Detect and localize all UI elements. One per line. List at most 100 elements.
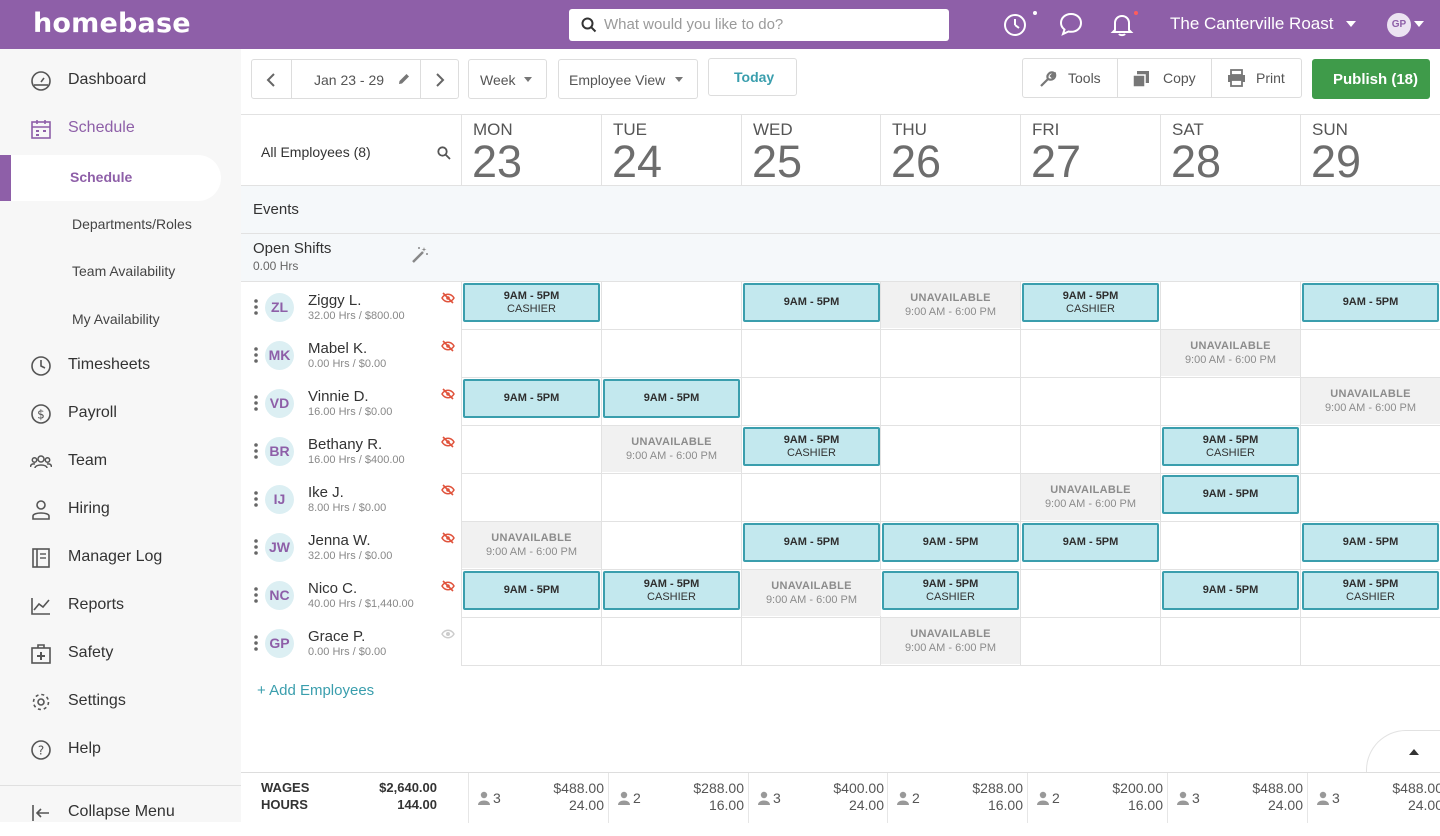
unavailable-block[interactable]: UNAVAILABLE 9:00 AM - 6:00 PM xyxy=(1021,474,1160,520)
today-button[interactable]: Today xyxy=(708,58,797,96)
sidebar-item-dashboard[interactable]: Dashboard xyxy=(0,58,241,104)
employee-name[interactable]: Bethany R. xyxy=(308,436,383,453)
employee-avatar[interactable]: VD xyxy=(265,389,294,418)
shift-block[interactable]: 9AM - 5PM xyxy=(603,379,740,418)
eye-hidden-icon[interactable] xyxy=(441,532,455,544)
drag-handle-icon[interactable] xyxy=(254,491,258,507)
add-employees-link[interactable]: + Add Employees xyxy=(257,682,375,699)
shift-block[interactable]: 9AM - 5PM xyxy=(1302,523,1439,562)
employee-avatar[interactable]: BR xyxy=(265,437,294,466)
shift-block[interactable]: 9AM - 5PM CASHIER xyxy=(463,283,600,322)
eye-hidden-icon[interactable] xyxy=(441,292,455,304)
shift-block[interactable]: 9AM - 5PM CASHIER xyxy=(882,571,1019,610)
sidebar-item-settings[interactable]: Settings xyxy=(0,679,241,725)
shift-block[interactable]: 9AM - 5PM CASHIER xyxy=(743,427,880,466)
chevron-down-icon[interactable] xyxy=(1346,21,1356,27)
shift-block[interactable]: 9AM - 5PM xyxy=(882,523,1019,562)
shift-block[interactable]: 9AM - 5PM xyxy=(1302,283,1439,322)
view-select[interactable]: Employee View xyxy=(558,59,698,99)
employee-name[interactable]: Vinnie D. xyxy=(308,388,369,405)
all-employees-label[interactable]: All Employees (8) xyxy=(261,144,371,160)
timeclock-icon[interactable] xyxy=(1003,11,1027,37)
shift-block[interactable]: 9AM - 5PM xyxy=(1022,523,1159,562)
drag-handle-icon[interactable] xyxy=(254,299,258,315)
employee-avatar[interactable]: NC xyxy=(265,581,294,610)
unavailable-block[interactable]: UNAVAILABLE 9:00 AM - 6:00 PM xyxy=(602,426,741,472)
print-button[interactable]: Print xyxy=(1212,59,1302,97)
shift-block[interactable]: 9AM - 5PM CASHIER xyxy=(1302,571,1439,610)
copy-button[interactable]: Copy xyxy=(1118,59,1211,97)
sidebar-item-reports[interactable]: Reports xyxy=(0,583,241,629)
employee-avatar[interactable]: IJ xyxy=(265,485,294,514)
employee-name[interactable]: Mabel K. xyxy=(308,340,368,357)
eye-hidden-icon[interactable] xyxy=(441,436,455,448)
unavailable-block[interactable]: UNAVAILABLE 9:00 AM - 6:00 PM xyxy=(1301,378,1440,424)
chat-icon[interactable] xyxy=(1058,11,1084,37)
shift-block[interactable]: 9AM - 5PM xyxy=(1162,475,1299,514)
sidebar-item-schedule[interactable]: Schedule xyxy=(0,106,241,152)
eye-hidden-icon[interactable] xyxy=(441,580,455,592)
drag-handle-icon[interactable] xyxy=(254,443,258,459)
employee-row-header: NC Nico C. 40.00 Hrs / $1,440.00 xyxy=(241,570,461,618)
search-input[interactable]: What would you like to do? xyxy=(569,9,949,41)
date-range-label[interactable]: Jan 23 - 29 xyxy=(314,72,385,88)
collapse-menu-button[interactable]: Collapse Menu xyxy=(0,790,241,836)
sidebar-item-help[interactable]: ? Help xyxy=(0,727,241,773)
pencil-icon[interactable] xyxy=(398,73,410,85)
sidebar-item-manager-log[interactable]: Manager Log xyxy=(0,535,241,581)
sidebar-item-payroll[interactable]: $ Payroll xyxy=(0,391,241,437)
scroll-top-button[interactable] xyxy=(1366,730,1440,772)
employee-name[interactable]: Jenna W. xyxy=(308,532,371,549)
sidebar-item-hiring[interactable]: Hiring xyxy=(0,487,241,533)
employee-name[interactable]: Grace P. xyxy=(308,628,366,645)
subnav-my-availability[interactable]: My Availability xyxy=(0,297,221,343)
employee-avatar[interactable]: JW xyxy=(265,533,294,562)
drag-handle-icon[interactable] xyxy=(254,587,258,603)
subnav-team-availability[interactable]: Team Availability xyxy=(0,249,221,295)
unavailable-block[interactable]: UNAVAILABLE 9:00 AM - 6:00 PM xyxy=(462,522,601,568)
drag-handle-icon[interactable] xyxy=(254,635,258,651)
unavailable-block[interactable]: UNAVAILABLE 9:00 AM - 6:00 PM xyxy=(881,282,1020,328)
publish-button[interactable]: Publish (18) xyxy=(1312,59,1430,99)
shift-block[interactable]: 9AM - 5PM xyxy=(743,523,880,562)
eye-hidden-icon[interactable] xyxy=(441,340,455,352)
shift-block[interactable]: 9AM - 5PM CASHIER xyxy=(603,571,740,610)
shift-block[interactable]: 9AM - 5PM xyxy=(1162,571,1299,610)
tools-button[interactable]: Tools xyxy=(1023,59,1117,97)
employee-name[interactable]: Ike J. xyxy=(308,484,344,501)
eye-hidden-icon[interactable] xyxy=(441,388,455,400)
chevron-down-icon[interactable] xyxy=(1414,21,1424,27)
unavailable-block[interactable]: UNAVAILABLE 9:00 AM - 6:00 PM xyxy=(1161,330,1300,376)
shift-block[interactable]: 9AM - 5PM CASHIER xyxy=(1162,427,1299,466)
shift-block[interactable]: 9AM - 5PM CASHIER xyxy=(1022,283,1159,322)
chevron-right-icon[interactable] xyxy=(435,73,445,87)
employee-name[interactable]: Nico C. xyxy=(308,580,358,597)
subnav-schedule[interactable]: Schedule xyxy=(0,155,221,201)
drag-handle-icon[interactable] xyxy=(254,395,258,411)
unavailable-block[interactable]: UNAVAILABLE 9:00 AM - 6:00 PM xyxy=(881,618,1020,664)
search-icon[interactable] xyxy=(437,146,451,160)
range-select[interactable]: Week xyxy=(468,59,547,99)
drag-handle-icon[interactable] xyxy=(254,347,258,363)
employee-name[interactable]: Ziggy L. xyxy=(308,292,362,309)
shift-block[interactable]: 9AM - 5PM xyxy=(743,283,880,322)
employee-avatar[interactable]: MK xyxy=(265,341,294,370)
employee-avatar[interactable]: GP xyxy=(265,629,294,658)
employee-avatar[interactable]: ZL xyxy=(265,293,294,322)
homebase-logo[interactable]: homebase xyxy=(33,8,191,39)
drag-handle-icon[interactable] xyxy=(254,539,258,555)
sidebar-item-timesheets[interactable]: Timesheets xyxy=(0,343,241,389)
company-selector[interactable]: The Canterville Roast xyxy=(1170,14,1334,33)
eye-hidden-icon[interactable] xyxy=(441,484,455,496)
chevron-left-icon[interactable] xyxy=(266,73,276,87)
shift-block[interactable]: 9AM - 5PM xyxy=(463,379,600,418)
user-avatar[interactable]: GP xyxy=(1387,13,1411,37)
eye-icon[interactable] xyxy=(441,628,455,640)
sidebar-item-safety[interactable]: Safety xyxy=(0,631,241,677)
bell-icon[interactable] xyxy=(1109,11,1135,37)
unavailable-block[interactable]: UNAVAILABLE 9:00 AM - 6:00 PM xyxy=(742,570,881,616)
sidebar-item-team[interactable]: Team xyxy=(0,439,241,485)
subnav-departments-roles[interactable]: Departments/Roles xyxy=(0,202,221,248)
shift-block[interactable]: 9AM - 5PM xyxy=(463,571,600,610)
magic-wand-icon[interactable] xyxy=(411,246,429,264)
